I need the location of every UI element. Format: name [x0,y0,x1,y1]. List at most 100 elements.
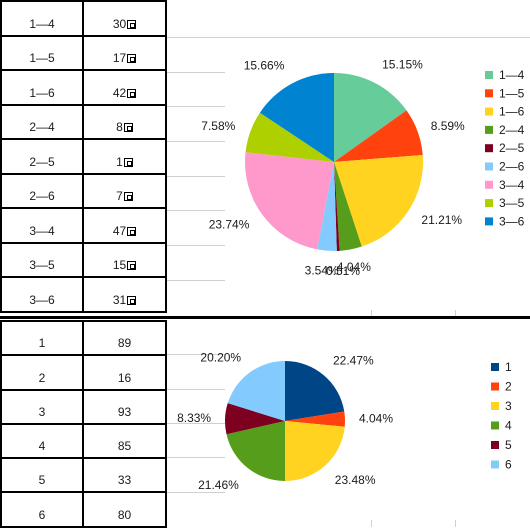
pie-slice-3 [334,154,423,247]
single-value-cell[interactable]: 16 [82,354,167,391]
cell-text: 5 [38,473,46,488]
gridline [165,37,530,38]
legend-entry: 4 [505,419,512,433]
cell-text: 1 [116,155,133,173]
pair-key-cell[interactable]: 1—6 [0,69,84,106]
single-value-cell[interactable]: 80 [82,491,167,528]
cell-text: 6 [38,507,46,522]
cell-text: 33 [117,473,132,488]
cell-text: 80 [117,507,132,522]
pair-value-cell[interactable]: 17 [82,34,167,71]
pie-data-label: 20.20% [200,350,241,364]
table-row: 3—4 47 [0,207,167,244]
table-row: 6 80 [0,491,167,528]
single-key-cell[interactable]: 6 [0,491,84,528]
pair-key-cell[interactable]: 1—5 [0,34,84,71]
pair-value-cell[interactable]: 30 [82,0,167,37]
cell-text: 7 [116,189,133,207]
cell-text: 3—5 [29,258,55,272]
pie-slice-3 [285,421,345,481]
pie-slice-5 [334,162,340,251]
pie-data-label: 21.46% [198,478,239,492]
pie-data-label: 22.47% [333,354,374,368]
pie-slice-1 [285,361,345,421]
pair-value-cell[interactable]: 8 [82,103,167,140]
data-table-singles: 1 89 2 16 3 93 4 85 5 33 6 80 [0,319,167,528]
table-row: 5 33 [0,457,167,494]
cell-text: 2 [38,370,46,385]
legend-swatch [491,402,499,410]
pair-key-cell[interactable]: 2—6 [0,172,84,209]
legend-entry: 3—6 [499,214,525,228]
single-value-cell[interactable]: 33 [82,457,167,494]
missing-glyph-icon [127,226,137,236]
pie-slice-4 [334,162,362,251]
missing-glyph-icon [127,88,137,98]
missing-glyph-icon [123,157,133,167]
pie-data-label: 21.21% [421,213,462,227]
pair-value-cell[interactable]: 47 [82,207,167,244]
pair-key-cell[interactable]: 1—4 [0,0,84,37]
legend-entry: 2—4 [499,123,525,137]
missing-glyph-icon [127,295,137,305]
table-row: 1—5 17 [0,34,167,71]
legend-swatch [491,363,499,371]
data-table-pairs: 1—4 30 1—5 17 1—6 42 2—4 8 2—5 1 2—6 7 3—4 47 3—5 15 3—6… [0,0,167,313]
pie-slice-6 [227,361,285,421]
pair-key-cell[interactable]: 3—6 [0,276,84,313]
pair-value-cell[interactable]: 1 [82,138,167,175]
single-value-cell[interactable]: 93 [82,388,167,425]
cell-text: 3—4 [29,223,55,238]
single-key-cell[interactable]: 4 [0,422,84,460]
pair-value-cell[interactable]: 15 [82,241,167,278]
table-row: 2—5 1 [0,138,167,175]
legend-swatch [491,421,499,430]
table-row: 2 16 [0,354,167,391]
gridline [165,492,225,493]
pair-value-cell[interactable]: 31 [82,276,167,313]
legend-entry: 3—4 [499,178,525,192]
cell-text: 89 [117,336,132,351]
single-value-cell[interactable]: 89 [82,319,167,357]
gridline [165,72,225,73]
single-key-cell[interactable]: 5 [0,457,84,494]
pie-data-label: 23.48% [335,473,376,487]
gridline [165,354,225,355]
single-key-cell[interactable]: 2 [0,354,84,391]
pie-chart-singles: 22.47% 4.04% 23.48% 21.46% 8.33% 20.20% 1 2 3 4 5 6 [177,350,512,491]
cell-text: 93 [117,404,132,419]
gridline [165,176,225,177]
pair-key-cell[interactable]: 3—5 [0,241,84,278]
pie-slice-6 [317,162,337,252]
legend-swatch [485,89,493,98]
cell-text: 1—6 [29,85,55,100]
pair-key-cell[interactable]: 2—5 [0,138,84,175]
pie-slice-5 [224,403,285,435]
gridline [165,141,225,142]
single-key-cell[interactable]: 3 [0,388,84,425]
legend-entry: 6 [505,458,512,472]
gridline [165,106,225,107]
gridline [371,520,372,527]
pie-data-label: 15.66% [244,58,285,72]
legend-entry: 3 [505,399,512,413]
section-separator [0,316,530,319]
missing-glyph-icon [127,261,137,270]
legend-entry: 2—6 [499,160,525,174]
pair-key-cell[interactable]: 2—4 [0,103,84,140]
cell-text: 1—5 [29,51,55,65]
legend-entry: 1—6 [499,105,525,119]
pair-key-cell[interactable]: 3—4 [0,207,84,244]
single-key-cell[interactable]: 1 [0,319,84,357]
cell-text: 85 [117,439,132,454]
single-value-cell[interactable]: 85 [82,422,167,460]
legend-entry: 1 [505,360,512,374]
pair-value-cell[interactable]: 42 [82,69,167,106]
pie-slice-2 [334,110,423,162]
cell-text: 30 [113,17,137,35]
pie-data-label: 23.74% [209,217,250,231]
pair-value-cell[interactable]: 7 [82,172,167,209]
gridline [455,310,456,316]
pie-chart-pairs: 15.15% 8.59% 21.21% 4.04%0.51%3.54% 23.74% 7.… [201,58,524,278]
